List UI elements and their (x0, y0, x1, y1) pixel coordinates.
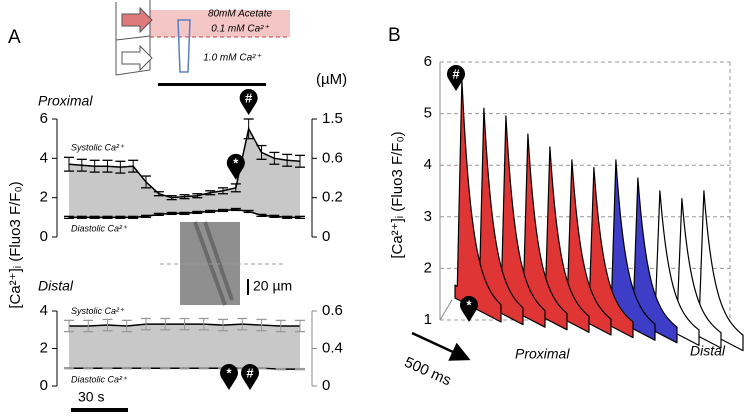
marker-label: # (452, 66, 460, 81)
trace (454, 79, 502, 323)
marker-pin (220, 364, 238, 390)
chart-title: Proximal (38, 93, 93, 109)
marker-pin (460, 296, 478, 322)
time-arrow (411, 331, 471, 361)
application-bar (158, 83, 266, 86)
trace (498, 115, 546, 328)
inflow-arrow (121, 44, 153, 72)
inflow-arrow (121, 6, 153, 34)
y2-tick-label: 0 (322, 228, 330, 245)
chamber (115, 0, 151, 76)
y2-tick-label: 1.5 (322, 110, 343, 127)
marker-label: * (226, 365, 232, 380)
panel-label: B (388, 25, 401, 46)
trace (520, 133, 568, 331)
time-scale-label: 30 s (78, 389, 104, 405)
trace (696, 190, 744, 352)
marker-pin (239, 89, 258, 115)
y2-tick-label: 0.2 (322, 189, 343, 206)
y-tick-label: 0 (40, 377, 48, 394)
marker-pin (447, 65, 465, 91)
y-tick-label: 4 (424, 156, 432, 173)
x-label: Distal (690, 343, 726, 359)
y-tick-label: 3 (424, 208, 432, 225)
y-tick-label: 5 (424, 105, 432, 122)
marker-pin (226, 153, 245, 180)
trace (586, 166, 634, 339)
acetate-zone (150, 10, 290, 37)
y2-tick-label: 0.6 (322, 149, 343, 166)
schematic: 80mM Acetate 0.1 mM Ca²⁺ 1.0 mM Ca²⁺ (115, 0, 290, 86)
myocyte (177, 19, 191, 73)
ca-high-label: 1.0 mM Ca²⁺ (203, 53, 261, 64)
y-tick-label: 6 (424, 53, 432, 70)
series-label: Systolic Ca²⁺ (71, 143, 125, 153)
y-tick-label: 2 (40, 339, 48, 356)
y-tick-label: 0 (40, 228, 48, 245)
y2-tick-label: 0.4 (322, 339, 343, 356)
trace (630, 177, 678, 344)
y-tick-label: 6 (40, 110, 48, 127)
series-label: Diastolic Ca²⁺ (71, 224, 128, 234)
y-axis-label: [Ca²⁺]ᵢ (Fluo3 F/F₀) (7, 181, 24, 308)
band-fill (69, 128, 300, 218)
y-tick-label: 2 (40, 189, 48, 206)
y-axis-label: [Ca²⁺]ᵢ (Fluo3 F/F₀) (389, 131, 406, 258)
y2-axis-label: (µM) (316, 71, 347, 88)
series-label: Diastolic Ca²⁺ (71, 375, 128, 385)
band-fill (69, 324, 300, 370)
marker-label: * (466, 297, 472, 312)
frame (439, 299, 453, 321)
trace (608, 159, 656, 341)
y-tick-label: 2 (424, 259, 432, 276)
marker-label: # (245, 90, 253, 105)
scale-bar-label: 20 µm (253, 278, 292, 294)
trace (476, 107, 524, 326)
trace (652, 190, 700, 346)
y-tick-label: 4 (40, 149, 48, 166)
ca-low-label: 0.1 mM Ca²⁺ (211, 24, 269, 35)
y2-tick-label: 0 (322, 377, 330, 394)
y2-tick-label: 0.6 (322, 302, 343, 319)
chart-title: Distal (38, 278, 74, 294)
time-arrow-label: 500 ms (402, 354, 454, 390)
marker-pin (241, 364, 259, 390)
x-label: Proximal (515, 346, 570, 362)
trace (564, 159, 612, 336)
y-tick-label: 1 (424, 311, 432, 328)
trace (542, 146, 590, 333)
y-tick-label: 4 (40, 302, 48, 319)
trace (674, 198, 722, 349)
panel-label: A (8, 27, 21, 48)
acetate-label: 80mM Acetate (208, 9, 273, 20)
marker-label: # (246, 365, 254, 380)
series-label: Systolic Ca²⁺ (71, 306, 125, 316)
time-scale-bar (71, 408, 128, 412)
marker-label: * (233, 155, 239, 170)
